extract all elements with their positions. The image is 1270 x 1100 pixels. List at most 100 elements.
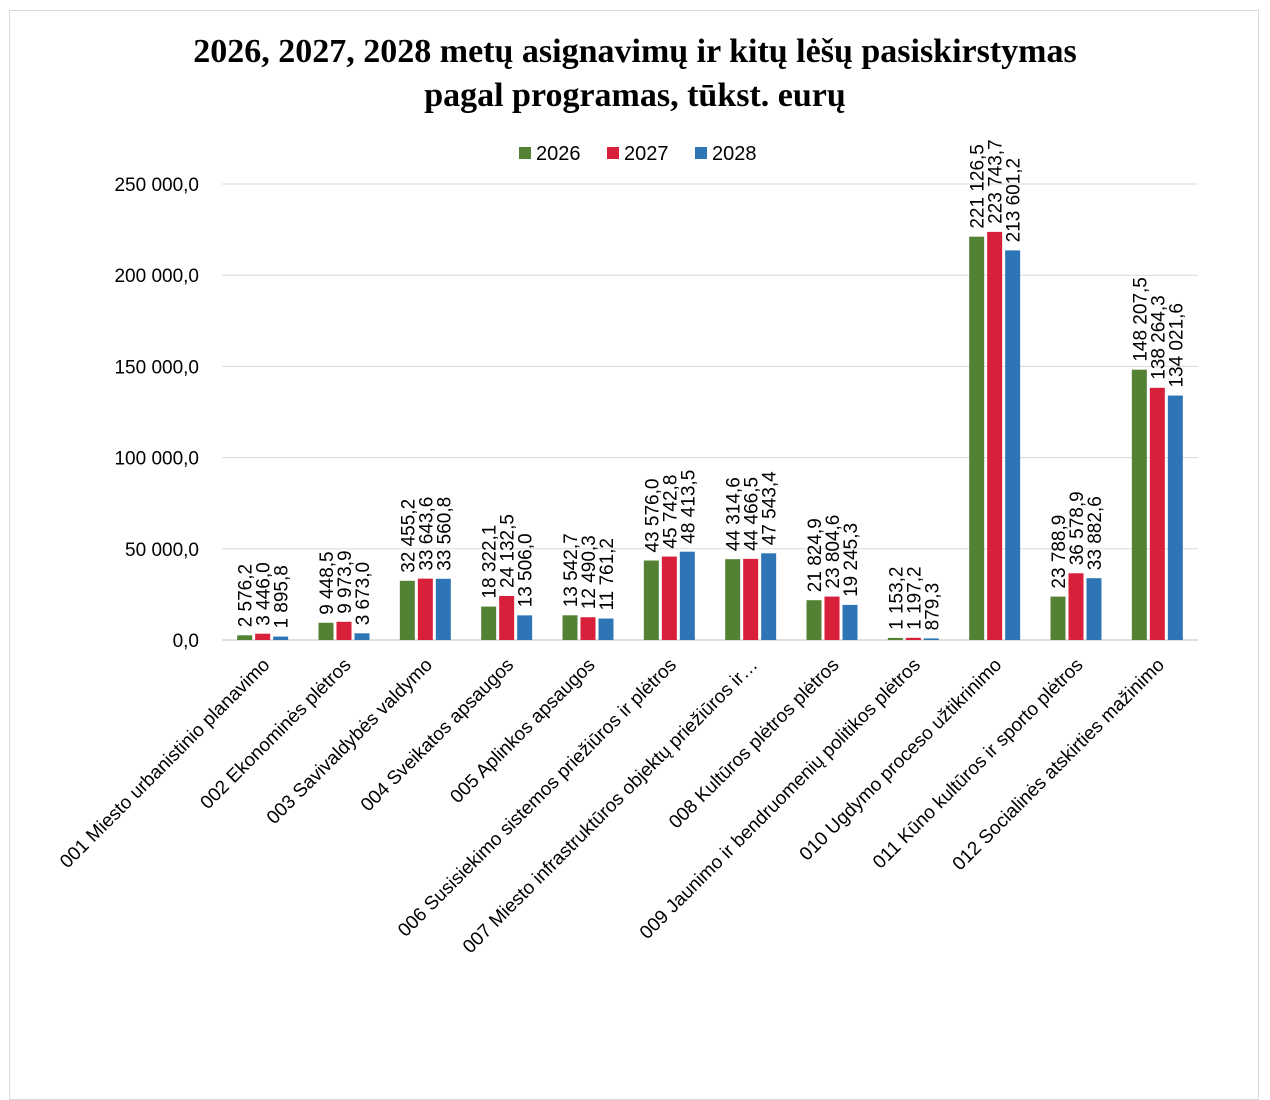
bar: [905, 637, 921, 640]
data-label: 23 804,6: [823, 515, 844, 589]
legend-label: 2028: [712, 143, 757, 165]
data-label: 12 490,3: [579, 535, 600, 609]
bar: [1050, 596, 1066, 640]
y-tick-label: 50 000,0: [125, 540, 199, 561]
data-label: 48 413,5: [678, 470, 699, 544]
bar: [255, 633, 271, 640]
bar: [517, 615, 533, 640]
bar: [643, 560, 659, 640]
bar: [481, 606, 497, 640]
data-label: 221 126,5: [968, 144, 989, 229]
data-label: 33 882,6: [1085, 496, 1106, 570]
data-label: 33 643,6: [416, 497, 437, 571]
data-label: 13 542,7: [561, 533, 582, 607]
bar: [354, 633, 370, 640]
data-label: 2 576,2: [236, 564, 257, 627]
legend-label: 2026: [536, 143, 581, 165]
bar: [1131, 369, 1147, 640]
x-category-label: 005 Aplinkos apsaugos: [446, 655, 599, 808]
bar: [969, 236, 985, 640]
bar: [273, 636, 289, 640]
data-label: 148 207,5: [1130, 277, 1151, 362]
x-category-label: 004 Sveikatos apsaugos: [357, 655, 518, 816]
x-category-label: 009 Jaunimo ir bendruomenių politikos pl…: [636, 655, 925, 944]
legend: 2026 2027 2028: [519, 143, 757, 165]
legend-swatch: [695, 147, 707, 159]
data-label: 213 601,2: [1004, 158, 1025, 243]
bar: [679, 551, 695, 640]
data-label: 13 506,0: [516, 533, 537, 607]
data-label: 3 446,0: [254, 562, 275, 625]
bar: [661, 556, 677, 640]
bar: [1068, 573, 1084, 640]
bar: [435, 578, 451, 640]
data-label: 33 560,8: [434, 497, 455, 571]
data-label: 1 197,2: [904, 566, 925, 629]
legend-swatch: [607, 147, 619, 159]
bar: [580, 617, 596, 640]
x-category-label: 007 Miesto infrastruktūros objektų priež…: [459, 655, 762, 958]
legend-label: 2027: [624, 143, 669, 165]
data-label: 19 245,3: [841, 523, 862, 597]
y-tick-label: 200 000,0: [114, 266, 199, 287]
data-label: 879,3: [922, 583, 943, 631]
data-label: 134 021,6: [1166, 303, 1187, 388]
data-label: 44 314,6: [724, 477, 745, 551]
data-label: 44 466,5: [742, 477, 763, 551]
bar: [1086, 578, 1102, 640]
data-label: 223 743,7: [986, 139, 1007, 224]
y-tick-label: 0,0: [173, 631, 199, 652]
data-label: 9 973,9: [335, 550, 356, 613]
bar: [824, 596, 840, 640]
bar: [1167, 395, 1183, 640]
bar: [725, 559, 741, 640]
bar: [887, 637, 903, 640]
bar: [417, 578, 433, 640]
data-label: 3 673,0: [353, 562, 374, 625]
bar: [399, 580, 415, 640]
bar: [562, 615, 578, 640]
data-label: 1 153,2: [886, 566, 907, 629]
data-label: 47 543,4: [760, 471, 781, 545]
data-label: 1 895,8: [272, 565, 293, 628]
data-label: 45 742,8: [660, 475, 681, 549]
bar: [987, 231, 1003, 641]
y-tick-label: 100 000,0: [114, 449, 199, 470]
bars: [237, 231, 1183, 641]
chart-title: 2026, 2027, 2028 metų asignavimų ir kitų…: [0, 30, 1270, 118]
data-labels: 2 576,23 446,01 895,8 9 448,59 973,93 673…: [236, 139, 1188, 630]
x-category-label: 003 Savivaldybės valdymo: [263, 655, 437, 829]
y-tick-label: 150 000,0: [114, 357, 199, 378]
bar: [499, 595, 515, 640]
x-category-label: 006 Susisiekimo sistemos priežiūros ir p…: [394, 655, 681, 942]
y-axis-tick-labels: 0,0 50 000,0 100 000,0 150 000,0 200 000,0 25…: [114, 175, 199, 652]
x-category-label: 002 Ekonominės plėtros: [197, 655, 356, 814]
bar: [806, 600, 822, 640]
x-category-label: 008 Kultūros plėtros plėtros: [665, 655, 843, 833]
bar: [318, 622, 334, 640]
bar: [1149, 387, 1165, 640]
data-label: 138 264,3: [1148, 295, 1169, 380]
bar: [336, 621, 352, 640]
gridlines: [222, 183, 1198, 641]
data-label: 21 824,9: [805, 518, 826, 592]
chart-frame: [9, 10, 1259, 1100]
bar: [237, 635, 253, 640]
bar: [923, 638, 939, 640]
chart-title-line-1: 2026, 2027, 2028 metų asignavimų ir kitų…: [193, 33, 1077, 70]
bar: [761, 553, 777, 640]
data-label: 18 322,1: [480, 525, 501, 599]
data-label: 36 578,9: [1067, 491, 1088, 565]
bar: [1005, 250, 1021, 640]
chart-title-line-2: pagal programas, tūkst. eurų: [424, 77, 846, 114]
y-tick-label: 250 000,0: [114, 175, 199, 196]
bar: [598, 618, 614, 640]
bar: [743, 558, 759, 640]
data-label: 11 761,2: [597, 538, 618, 611]
data-label: 24 132,5: [498, 514, 519, 588]
bar: [842, 604, 858, 640]
data-label: 32 455,2: [398, 499, 419, 573]
data-label: 43 576,0: [642, 479, 663, 553]
